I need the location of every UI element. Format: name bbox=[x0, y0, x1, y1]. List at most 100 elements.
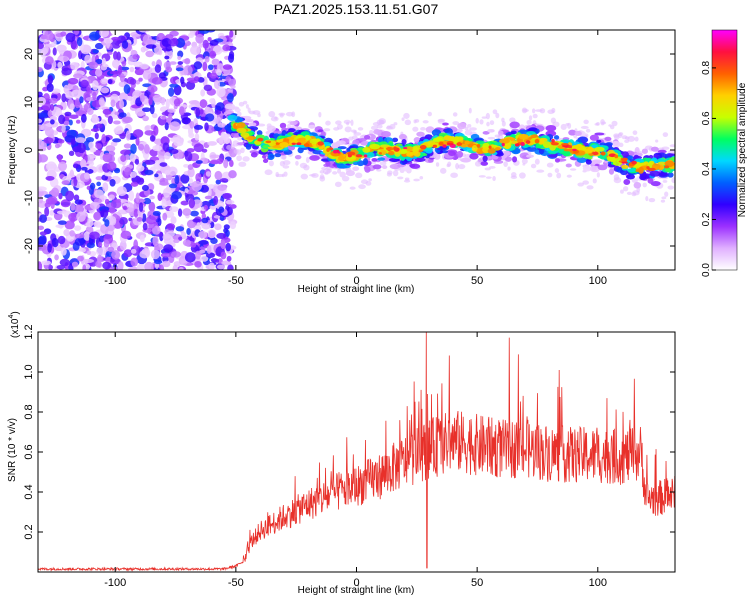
noise-blob bbox=[132, 54, 140, 60]
ridge-hotspot bbox=[393, 146, 397, 151]
noise-blob bbox=[166, 223, 176, 231]
noise-blob bbox=[178, 266, 184, 270]
ridge-blob bbox=[648, 160, 655, 165]
noise-blob bbox=[205, 171, 212, 177]
ridge-blob bbox=[414, 157, 426, 162]
ridge-blob bbox=[308, 124, 316, 129]
halo-blob bbox=[556, 172, 562, 179]
noise-blob bbox=[86, 84, 91, 93]
halo-blob bbox=[349, 186, 356, 190]
halo-blob bbox=[231, 143, 235, 150]
ridge-blob bbox=[256, 130, 263, 136]
noise-blob bbox=[171, 191, 182, 200]
noise-blob bbox=[122, 205, 128, 210]
noise-blob bbox=[229, 221, 237, 230]
noise-blob bbox=[170, 216, 177, 225]
noise-blob bbox=[108, 194, 115, 200]
ridge-blob bbox=[406, 151, 414, 157]
noise-blob bbox=[120, 154, 127, 162]
halo-blob bbox=[236, 111, 242, 117]
noise-blob bbox=[102, 261, 112, 270]
noise-blob bbox=[44, 127, 54, 137]
noise-blob bbox=[168, 183, 178, 189]
noise-blob bbox=[39, 214, 47, 223]
noise-blob bbox=[120, 149, 131, 156]
halo-blob bbox=[661, 196, 667, 200]
noise-blob bbox=[138, 202, 144, 213]
ridge-blob bbox=[650, 146, 659, 152]
ridge-blob bbox=[356, 160, 365, 167]
noise-blob bbox=[130, 181, 139, 187]
ridge-blob bbox=[499, 138, 510, 144]
halo-blob bbox=[464, 129, 473, 136]
noise-blob bbox=[51, 88, 61, 94]
halo-blob bbox=[450, 172, 458, 178]
noise-blob bbox=[152, 94, 163, 103]
noise-blob bbox=[84, 54, 92, 64]
noise-blob bbox=[101, 133, 106, 144]
halo-blob bbox=[235, 149, 242, 155]
noise-blob bbox=[177, 55, 182, 60]
noise-blob bbox=[95, 143, 103, 149]
noise-blob bbox=[194, 260, 202, 268]
noise-blob bbox=[84, 172, 90, 180]
noise-blob bbox=[219, 178, 229, 183]
noise-blob bbox=[63, 229, 70, 237]
ridge-hotspot bbox=[456, 142, 463, 147]
noise-blob bbox=[180, 231, 187, 240]
halo-blob bbox=[274, 116, 278, 120]
noise-blob bbox=[161, 198, 167, 209]
noise-blob bbox=[135, 192, 140, 203]
noise-blob bbox=[76, 37, 83, 47]
ridge-blob bbox=[236, 127, 247, 134]
halo-blob bbox=[280, 154, 286, 160]
halo-blob bbox=[343, 119, 351, 125]
halo-blob bbox=[475, 117, 479, 124]
noise-blob bbox=[202, 61, 208, 72]
noise-blob bbox=[89, 231, 100, 240]
halo-blob bbox=[311, 172, 319, 178]
noise-blob bbox=[188, 100, 200, 105]
snr-y-tick-label: 0.4 bbox=[23, 484, 35, 499]
halo-blob bbox=[393, 122, 398, 126]
noise-blob bbox=[44, 43, 49, 54]
halo-blob bbox=[626, 191, 632, 195]
snr-y-axis-label: SNR (10 * v/v) bbox=[7, 418, 18, 482]
noise-blob bbox=[142, 115, 149, 122]
noise-blob bbox=[63, 84, 69, 94]
halo-blob bbox=[348, 136, 354, 141]
noise-blob bbox=[151, 113, 158, 119]
noise-blob bbox=[199, 249, 206, 254]
noise-blob bbox=[220, 239, 226, 250]
noise-blob bbox=[196, 221, 201, 231]
ridge-hotspot bbox=[333, 149, 338, 154]
ridge-blob bbox=[482, 155, 488, 163]
ridge-blob bbox=[448, 150, 456, 157]
ridge-hotspot bbox=[265, 140, 272, 144]
halo-blob bbox=[238, 101, 245, 107]
halo-blob bbox=[485, 112, 490, 120]
ridge-hotspot bbox=[419, 144, 427, 150]
ridge-hotspot bbox=[646, 166, 650, 170]
ridge-hotspot bbox=[347, 151, 356, 156]
noise-blob bbox=[162, 142, 170, 152]
ridge-hotspot bbox=[551, 142, 559, 146]
noise-blob bbox=[141, 107, 151, 113]
noise-blob bbox=[191, 180, 203, 192]
noise-blob bbox=[54, 143, 61, 149]
noise-blob bbox=[216, 264, 226, 270]
halo-blob bbox=[492, 175, 496, 182]
ridge-blob bbox=[283, 138, 290, 142]
halo-blob bbox=[536, 169, 545, 173]
halo-blob bbox=[611, 120, 618, 127]
halo-blob bbox=[419, 176, 424, 180]
halo-blob bbox=[662, 132, 669, 138]
colorbar-ticks: 0.0 0.2 0.4 0.6 0.8 bbox=[701, 61, 716, 277]
noise-blob bbox=[133, 208, 139, 218]
noise-blob bbox=[102, 152, 113, 163]
ridge-blob bbox=[388, 157, 400, 163]
noise-blob bbox=[164, 55, 170, 60]
noise-blob bbox=[209, 204, 217, 210]
noise-blob bbox=[189, 120, 195, 129]
noise-blob bbox=[225, 242, 231, 252]
